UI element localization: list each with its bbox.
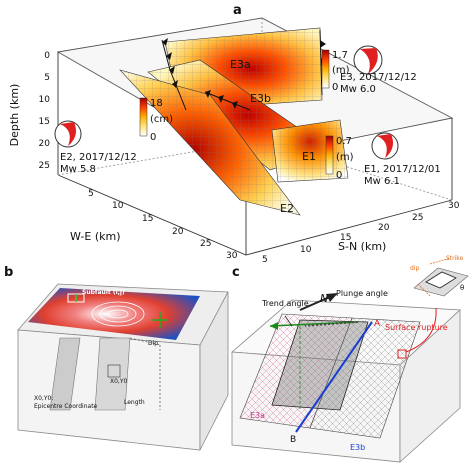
e3a-c-label: E3a xyxy=(250,411,265,420)
sn-tick: 5 xyxy=(262,255,268,265)
we-tick: 20 xyxy=(172,227,184,237)
colorbar-e2: 18 (cm) 0 xyxy=(139,97,173,143)
subfault-label: Subfault (i,j) xyxy=(82,289,125,296)
vector-arrows-c xyxy=(269,321,359,410)
colorbar-e3-unit: (m) xyxy=(332,65,350,76)
panel-b: b Subfault (i,j) X0,Y0 xyxy=(4,265,229,451)
depth-tick: 10 xyxy=(39,95,51,105)
colorbar-e3-min: 0 xyxy=(332,82,338,93)
slip-map-surface xyxy=(28,288,200,340)
trend-pointer xyxy=(284,315,293,327)
we-tick: 10 xyxy=(112,201,124,211)
subfault-marker xyxy=(67,293,85,303)
depth-tick: 20 xyxy=(39,139,51,149)
sn-tick: 25 xyxy=(412,213,423,223)
event-e2-line2: Mw 5.8 xyxy=(60,164,96,175)
fault-label-e3a: E3a xyxy=(230,58,251,71)
fault-plane-b xyxy=(49,337,161,411)
fault-label-e1: E1 xyxy=(302,150,316,163)
we-tick: 25 xyxy=(200,239,211,249)
panel-a: a xyxy=(8,3,460,265)
depth-tick: 15 xyxy=(39,117,50,127)
epicentre-line2: Epicentre Coordinate xyxy=(34,403,98,410)
sn-tick: 10 xyxy=(300,245,312,255)
dip-label: Dip xyxy=(148,340,158,347)
xy-label: X0,Y0 xyxy=(110,378,128,385)
depth-tick: 0 xyxy=(44,51,50,61)
length-label: Length xyxy=(124,399,145,406)
colorbar-e1-unit: (m) xyxy=(336,152,354,163)
colorbar-e1: 0.7 (m) 0 xyxy=(325,135,354,181)
north-arrow xyxy=(299,293,338,311)
surface-rupture-label: Surface rupture xyxy=(385,323,448,332)
sn-ticks: 5 10 15 20 25 30 xyxy=(262,201,460,265)
we-tick: 5 xyxy=(88,189,94,199)
fault-label-e3b: E3b xyxy=(250,92,271,105)
line-ab xyxy=(295,321,373,433)
colorbar-e3-max: 1.7 xyxy=(332,50,348,61)
subfault-box-c xyxy=(397,349,407,359)
colorbar-e2-min: 0 xyxy=(150,132,156,143)
callout-arrow xyxy=(405,307,437,353)
depth-ticks: 0 5 10 15 20 25 xyxy=(39,51,51,171)
inset-dip-label: dip xyxy=(410,265,419,272)
event-e3-line2: Mw 6.0 xyxy=(340,84,376,95)
vector-arrows-b xyxy=(152,312,168,328)
plunge-angle-label: Plunge angle xyxy=(336,289,388,298)
panel-b-label: b xyxy=(4,265,13,280)
panel-c: c N Trend angle Plunge angle Surface xyxy=(231,255,469,463)
colorbar-e1-max: 0.7 xyxy=(336,136,352,147)
main-fault-plane xyxy=(271,319,369,411)
sn-tick: 20 xyxy=(378,223,390,233)
point-a-label: A xyxy=(374,319,381,329)
point-b-label: B xyxy=(290,435,296,445)
event-e1-line1: E1, 2017/12/01 xyxy=(364,164,441,175)
beachball-e3 xyxy=(353,45,383,75)
depth-tick: 5 xyxy=(44,73,50,83)
event-e3-line1: E3, 2017/12/12 xyxy=(340,72,417,83)
sn-axis-label: S-N (km) xyxy=(338,240,386,253)
event-e1-line2: Mw 6.1 xyxy=(364,176,400,187)
panel-a-label: a xyxy=(233,3,242,18)
fault-label-e2: E2 xyxy=(280,202,294,215)
beachball-e1 xyxy=(371,132,399,160)
we-tick: 30 xyxy=(226,251,238,261)
colorbar-e2-unit: (cm) xyxy=(150,114,173,125)
beachball-e2 xyxy=(54,120,82,148)
inset-geometry xyxy=(413,257,469,297)
depth-axis-label: Depth (km) xyxy=(8,84,21,147)
event-e2-line1: E2, 2017/12/12 xyxy=(60,152,137,163)
north-label: N xyxy=(320,292,328,305)
colorbar-e1-min: 0 xyxy=(336,170,342,181)
we-tick: 15 xyxy=(142,214,153,224)
depth-tick: 25 xyxy=(39,161,50,171)
e3b-c-label: E3b xyxy=(350,443,365,452)
colorbar-e2-max: 18 xyxy=(150,98,163,109)
we-ticks: 5 10 15 20 25 30 xyxy=(88,189,238,261)
fault-e2-plane xyxy=(119,69,301,216)
epicentre-line1: X0,Y0: xyxy=(34,395,53,402)
trend-angle-label: Trend angle xyxy=(261,299,309,308)
we-axis-label: W-E (km) xyxy=(70,230,121,243)
inset-theta-label: θ xyxy=(460,284,464,292)
colorbar-e3: 1.7 (m) 0 xyxy=(321,49,350,93)
panel-c-label: c xyxy=(232,265,240,280)
sn-tick: 15 xyxy=(340,233,351,243)
inset-strike-label: Strike xyxy=(446,255,464,262)
sn-tick: 30 xyxy=(448,201,460,211)
